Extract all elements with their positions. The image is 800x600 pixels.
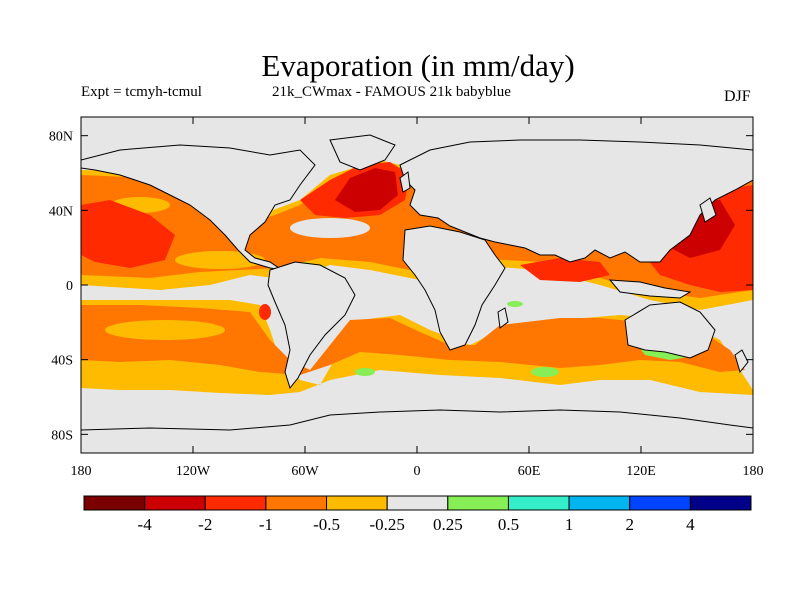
lon-tick-label: 180 xyxy=(71,464,92,479)
comparison-label: 21k_CWmax - FAMOUS 21k babyblue xyxy=(272,84,511,100)
anomaly-region-red-spot xyxy=(259,304,271,320)
africa xyxy=(402,225,506,351)
colorbar-label: 0.5 xyxy=(498,515,519,534)
anomaly-region-red-indian xyxy=(520,258,610,282)
madagascar xyxy=(497,307,509,329)
evaporation-field xyxy=(81,134,753,453)
anomaly-region-deepred-natlantic xyxy=(335,168,398,212)
indonesia xyxy=(608,279,692,299)
anomaly-region-green-southern-ocean xyxy=(531,367,559,377)
colorbar-swatch xyxy=(447,495,509,511)
lon-tick-label: 120W xyxy=(176,464,211,479)
colorbar-label: 1 xyxy=(565,515,574,534)
lon-tick-label: 120E xyxy=(626,464,656,479)
lon-tick-label: 180 xyxy=(743,464,764,479)
season-label: DJF xyxy=(724,88,751,105)
colorbar-swatch xyxy=(507,495,570,511)
anomaly-region-orange-south xyxy=(81,305,745,375)
lat-tick-label: 80S xyxy=(51,428,73,443)
lat-tick-label: 80N xyxy=(49,130,73,145)
anomaly-region-green-indian xyxy=(507,301,523,307)
colorbar-swatch xyxy=(204,495,267,511)
lon-tick-label: 0 xyxy=(414,464,421,479)
eurasia xyxy=(399,139,753,263)
colorbar: -4 -2 -1 -0.5 -0.25 0.25 0.5 1 2 4 xyxy=(83,495,752,534)
lon-tick-label: 60W xyxy=(291,464,319,479)
new-zealand xyxy=(734,349,749,374)
greenland xyxy=(329,134,396,171)
lat-tick-label: 0 xyxy=(66,279,73,294)
colorbar-swatch xyxy=(144,495,206,511)
north-america xyxy=(81,144,316,271)
antarctica xyxy=(81,409,753,453)
colorbar-label: -4 xyxy=(138,515,153,534)
colorbar-swatch xyxy=(689,495,752,511)
anomaly-region-gap-atlantic xyxy=(290,218,370,238)
anomaly-region-gap-pacific-equator xyxy=(175,251,265,269)
colorbar-label: 0.25 xyxy=(433,515,463,534)
australia xyxy=(624,301,716,359)
lat-tick-label: 40N xyxy=(49,204,73,219)
colorbar-swatch xyxy=(326,495,388,511)
colorbar-swatch xyxy=(629,495,691,511)
south-america xyxy=(267,261,356,390)
coastlines xyxy=(81,134,753,453)
anomaly-region-red-npacific xyxy=(81,200,175,268)
colorbar-swatch xyxy=(83,495,146,511)
anomaly-region-gap-pacific-south xyxy=(105,320,225,340)
colorbar-label: -2 xyxy=(198,515,212,534)
lon-tick-label: 60E xyxy=(518,464,541,479)
colorbar-label: 2 xyxy=(625,515,634,534)
colorbar-swatch xyxy=(386,495,449,511)
map-axes: 80N 40N 0 40S 80S 180 120W 60W 0 60E 120E 180 xyxy=(49,117,764,479)
colorbar-label: -1 xyxy=(259,515,273,534)
colorbar-label: 4 xyxy=(686,515,695,534)
colorbar-label: -0.25 xyxy=(369,515,404,534)
anomaly-region-green-atlantic-south xyxy=(355,368,375,376)
experiment-label: Expt = tcmyh-tcmul xyxy=(81,84,202,100)
japan xyxy=(699,197,717,223)
plot-title: Evaporation (in mm/day) xyxy=(261,48,575,83)
colorbar-swatch xyxy=(265,495,328,511)
uk xyxy=(399,171,411,193)
colorbar-label: -0.5 xyxy=(313,515,340,534)
colorbar-swatch xyxy=(568,495,631,511)
lat-tick-label: 40S xyxy=(51,354,73,369)
